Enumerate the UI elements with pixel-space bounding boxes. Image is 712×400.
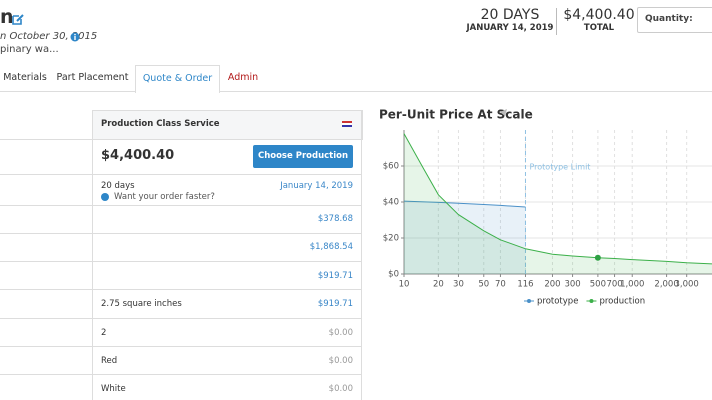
quantity-input[interactable] xyxy=(637,7,712,33)
row-line xyxy=(0,139,361,140)
ship-date: January 14, 2019 xyxy=(280,181,353,191)
part-title: n xyxy=(0,6,14,28)
x-tick-label: 3,000 xyxy=(675,280,699,290)
row-value: $378.68 xyxy=(317,214,353,224)
panel-header-bg xyxy=(92,110,363,140)
series-line xyxy=(403,133,712,265)
pin-icon xyxy=(500,109,507,116)
row-line xyxy=(0,374,361,375)
row-label: 2.75 square inches xyxy=(101,299,182,310)
info-icon[interactable] xyxy=(70,32,80,42)
chart-title: Per-Unit Price At Scale xyxy=(379,108,533,122)
panel-price: $4,400.40 xyxy=(101,148,175,163)
row-value: $0.00 xyxy=(328,356,353,366)
x-tick-label: 116 xyxy=(517,280,533,290)
nav-tab[interactable]: Part Placement xyxy=(56,72,129,83)
description: pinary wa... xyxy=(0,44,59,55)
row-line xyxy=(0,289,361,290)
row-value: $0.00 xyxy=(328,384,353,395)
lead-days: 20 DAYS xyxy=(480,7,540,23)
row-line xyxy=(0,174,361,175)
row-line xyxy=(0,261,361,262)
x-tick-label: 200 xyxy=(544,280,560,290)
choose-button[interactable]: Choose Production xyxy=(253,145,353,168)
y-tick-label: $0 xyxy=(388,270,399,280)
x-tick-label: 2,000 xyxy=(654,280,678,290)
x-tick-label: 30 xyxy=(453,280,464,290)
panel-title: Production Class Service xyxy=(101,119,220,129)
legend-label: prototype xyxy=(537,297,578,307)
chart: Per-Unit Price At Scale $0 $20 $40 $60 10 20 30… xyxy=(379,108,712,307)
created-date: n October 30, 2015 xyxy=(0,31,98,42)
total-price: $4,400.40 xyxy=(563,7,635,23)
divider xyxy=(556,8,557,35)
faster-link: Want your order faster? xyxy=(114,192,215,202)
x-tick-label: 10 xyxy=(399,280,410,290)
row-label: Red xyxy=(101,356,118,366)
row-line xyxy=(0,318,361,319)
row-label: White xyxy=(101,384,126,395)
x-tick-label: 50 xyxy=(478,280,489,290)
series-line xyxy=(403,200,526,208)
y-tick-label: $20 xyxy=(383,234,399,244)
column-line xyxy=(361,110,362,400)
y-tick-label: $60 xyxy=(383,162,399,172)
quantity-label: Quantity: xyxy=(645,14,693,24)
total-label: TOTAL xyxy=(583,23,615,33)
row-line xyxy=(0,205,361,206)
ship-date: JANUARY 14, 2019 xyxy=(466,23,554,33)
series-area xyxy=(404,133,712,274)
x-tick-label: 500 xyxy=(590,280,606,290)
nav-tab[interactable]: Quote & Order xyxy=(135,65,220,93)
x-tick-label: 70 xyxy=(495,280,506,290)
row-line xyxy=(0,233,361,234)
legend-swatch xyxy=(589,299,594,303)
x-tick-label: 700 xyxy=(606,280,622,290)
nav-tab[interactable]: Materials xyxy=(3,72,47,83)
highlight-point xyxy=(594,254,601,261)
x-tick-label: 300 xyxy=(564,280,580,290)
row-value: $1,868.54 xyxy=(309,242,353,253)
y-tick-label: $40 xyxy=(383,198,399,208)
row-label: 2 xyxy=(101,327,107,338)
flag-icon xyxy=(342,121,352,127)
info-icon xyxy=(101,193,109,201)
column-line xyxy=(92,110,93,400)
row-value: $919.71 xyxy=(317,299,353,310)
admin-tab[interactable]: Admin xyxy=(227,72,259,83)
row-value: $0.00 xyxy=(328,327,353,338)
annotation: Prototype Limit xyxy=(529,163,590,172)
series-area xyxy=(404,201,526,274)
edit-icon[interactable] xyxy=(12,13,24,25)
tab-line xyxy=(0,91,712,92)
x-tick-label: 1,000 xyxy=(620,280,644,290)
x-tick-label: 20 xyxy=(433,280,444,290)
row-value: $919.71 xyxy=(317,270,353,281)
row-line xyxy=(0,346,361,347)
legend-swatch xyxy=(527,299,531,303)
lead-time: 20 days xyxy=(101,181,135,191)
legend-label: production xyxy=(599,297,645,307)
